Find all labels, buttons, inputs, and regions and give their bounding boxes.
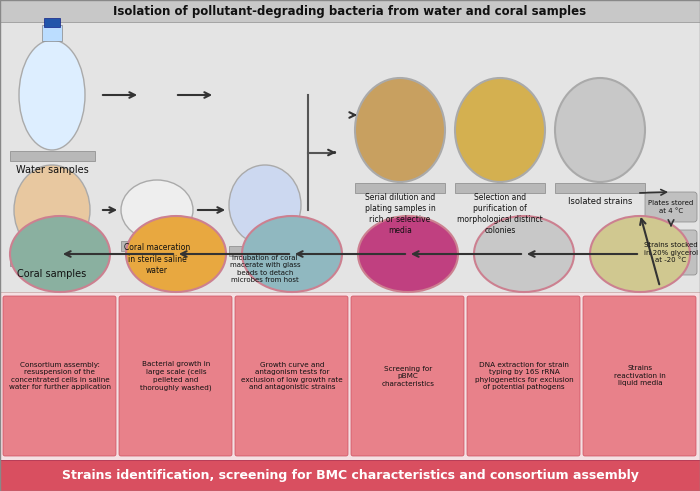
Ellipse shape xyxy=(355,78,445,182)
FancyBboxPatch shape xyxy=(235,296,348,456)
Ellipse shape xyxy=(14,165,90,255)
Ellipse shape xyxy=(590,216,690,292)
Text: Consortium assembly:
resuspension of the
concentrated cells in saline
water for : Consortium assembly: resuspension of the… xyxy=(9,362,111,390)
Bar xyxy=(10,151,95,161)
FancyBboxPatch shape xyxy=(645,192,697,222)
Bar xyxy=(42,25,62,41)
Text: Selection and
purification of
morphological distinct
colonies: Selection and purification of morphologi… xyxy=(457,193,543,235)
Bar xyxy=(455,183,545,193)
Text: Strains identification, screening for BMC characteristics and consortium assembl: Strains identification, screening for BM… xyxy=(62,469,638,482)
Text: DNA extraction for strain
typing by 16S rRNA
phylogenetics for exclusion
of pote: DNA extraction for strain typing by 16S … xyxy=(475,362,573,390)
Bar xyxy=(121,241,193,251)
Bar xyxy=(0,292,700,460)
Bar xyxy=(555,183,645,193)
FancyBboxPatch shape xyxy=(583,296,696,456)
Text: Screening for
pBMC
characteristics: Screening for pBMC characteristics xyxy=(382,365,435,386)
Ellipse shape xyxy=(126,216,226,292)
Text: Isolated strains: Isolated strains xyxy=(568,196,632,206)
FancyBboxPatch shape xyxy=(351,296,464,456)
Ellipse shape xyxy=(10,216,110,292)
Ellipse shape xyxy=(242,216,342,292)
Ellipse shape xyxy=(555,78,645,182)
Bar xyxy=(0,0,700,22)
Ellipse shape xyxy=(455,78,545,182)
Text: Water samples: Water samples xyxy=(15,165,88,175)
Text: Coral samples: Coral samples xyxy=(18,269,87,279)
Bar xyxy=(0,22,700,292)
Text: Isolation of pollutant-degrading bacteria from water and coral samples: Isolation of pollutant-degrading bacteri… xyxy=(113,4,587,18)
Text: Strains stocked
in 20% glycerol
at -20 °C: Strains stocked in 20% glycerol at -20 °… xyxy=(644,242,698,263)
FancyBboxPatch shape xyxy=(119,296,232,456)
Text: Serial dilution and
plating samples in
rich or selective
media: Serial dilution and plating samples in r… xyxy=(365,193,435,235)
Text: Plates stored
at 4 °C: Plates stored at 4 °C xyxy=(648,200,694,214)
Ellipse shape xyxy=(121,180,193,240)
Bar xyxy=(0,460,700,491)
Text: Growth curve and
antagonism tests for
exclusion of low growth rate
and antagonis: Growth curve and antagonism tests for ex… xyxy=(241,362,343,390)
Text: Bacterial growth in
large scale (cells
pelleted and
thoroughly washed): Bacterial growth in large scale (cells p… xyxy=(140,361,212,391)
FancyBboxPatch shape xyxy=(467,296,580,456)
Text: Strains
reactivation in
liquid media: Strains reactivation in liquid media xyxy=(614,365,666,386)
Text: Incubation of coral
macerate with glass
beads to detach
microbes from host: Incubation of coral macerate with glass … xyxy=(230,255,300,283)
Bar xyxy=(10,256,95,266)
Bar xyxy=(229,246,301,256)
Ellipse shape xyxy=(229,165,301,245)
Bar xyxy=(355,183,445,193)
Ellipse shape xyxy=(358,216,458,292)
Ellipse shape xyxy=(19,40,85,150)
Ellipse shape xyxy=(474,216,574,292)
Text: Coral maceration
in sterile saline
water: Coral maceration in sterile saline water xyxy=(124,244,190,274)
Bar xyxy=(44,18,60,27)
FancyBboxPatch shape xyxy=(3,296,116,456)
FancyBboxPatch shape xyxy=(645,230,697,275)
